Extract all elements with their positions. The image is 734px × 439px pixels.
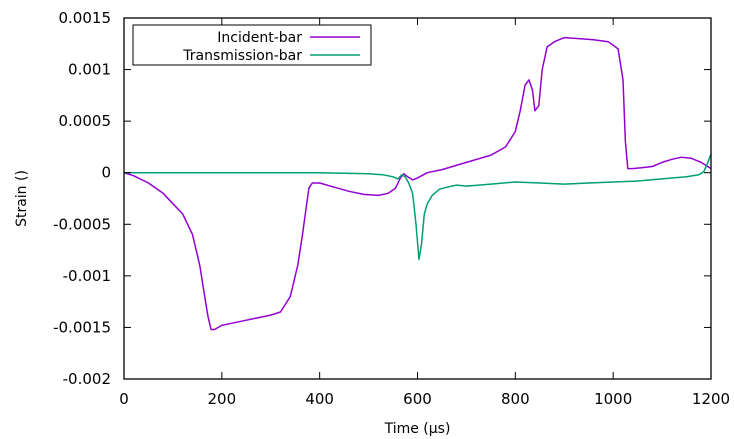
y-tick-label: 0.0015 — [59, 9, 112, 27]
plot-frame — [123, 17, 712, 380]
x-tick-label: 1000 — [594, 390, 632, 408]
x-tick-label: 800 — [501, 390, 530, 408]
legend: Incident-bar Transmission-bar — [132, 24, 372, 66]
legend-label-transmission-bar: Transmission-bar — [182, 48, 302, 64]
y-tick-label: 0.0005 — [59, 112, 112, 130]
series-line-transmission-bar — [124, 153, 712, 261]
legend-box — [132, 24, 372, 66]
y-tick-label: 0.001 — [68, 61, 111, 79]
y-tick-label: -0.0015 — [53, 318, 111, 336]
x-tick-label: 400 — [305, 390, 334, 408]
y-tick-label: -0.001 — [63, 267, 111, 285]
legend-label-incident-bar: Incident-bar — [217, 30, 302, 46]
y-tick-label: 0 — [101, 164, 111, 182]
y-tick-label: -0.0005 — [53, 215, 111, 233]
x-axis-label: Time (µs) — [384, 421, 451, 437]
plot-lines — [123, 36, 712, 331]
x-tick-label: 1200 — [692, 390, 730, 408]
y-tick-label: -0.002 — [63, 370, 111, 388]
y-axis-label: Strain () — [14, 170, 30, 227]
series-line-incident-bar — [123, 36, 712, 331]
x-tick-label: 200 — [208, 390, 237, 408]
axis-ticks: 0 200 400 600 800 1000 12000.00150.0010.00050-… — [53, 9, 730, 408]
x-tick-label: 600 — [403, 390, 432, 408]
x-tick-label: 0 — [119, 390, 129, 408]
